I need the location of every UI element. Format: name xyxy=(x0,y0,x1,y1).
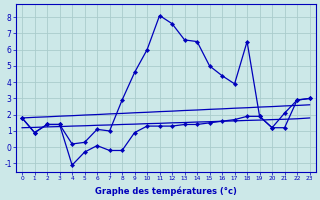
X-axis label: Graphe des températures (°c): Graphe des températures (°c) xyxy=(95,186,237,196)
